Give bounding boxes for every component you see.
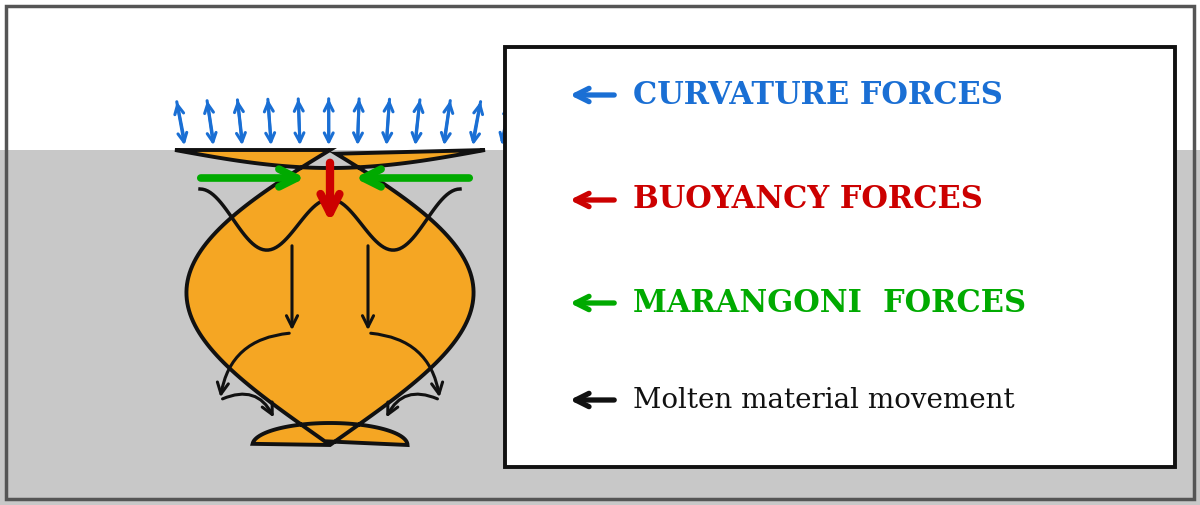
Text: CURVATURE FORCES: CURVATURE FORCES — [634, 79, 1003, 111]
Text: BUOYANCY FORCES: BUOYANCY FORCES — [634, 184, 983, 216]
Polygon shape — [175, 150, 485, 445]
Bar — [0, 150, 1200, 505]
Text: MARANGONI  FORCES: MARANGONI FORCES — [634, 287, 1026, 319]
Bar — [505, 47, 1175, 467]
Text: Molten material movement: Molten material movement — [634, 386, 1015, 414]
Bar — [0, 0, 1200, 150]
